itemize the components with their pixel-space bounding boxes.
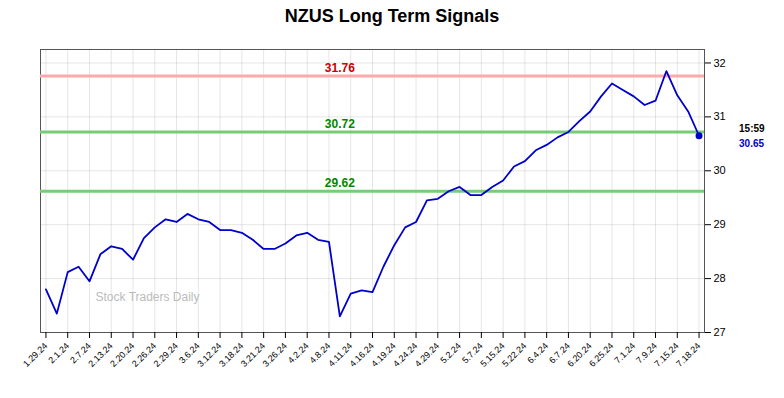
svg-text:5.15.24: 5.15.24 xyxy=(478,340,507,369)
svg-text:30.72: 30.72 xyxy=(325,117,355,131)
svg-text:2.20.24: 2.20.24 xyxy=(108,340,137,369)
svg-text:3.6.24: 3.6.24 xyxy=(177,340,202,366)
svg-text:7.9.24: 7.9.24 xyxy=(634,340,659,366)
svg-text:5.22.24: 5.22.24 xyxy=(500,341,528,369)
svg-text:4.2.24: 4.2.24 xyxy=(286,341,311,366)
svg-text:32: 32 xyxy=(714,56,726,68)
svg-text:2.7.24: 2.7.24 xyxy=(68,340,93,366)
svg-text:4.24.24: 4.24.24 xyxy=(391,340,420,369)
svg-text:2.26.24: 2.26.24 xyxy=(129,340,159,369)
svg-text:29: 29 xyxy=(714,218,726,230)
svg-text:27: 27 xyxy=(714,326,726,338)
svg-text:1.29.24: 1.29.24 xyxy=(21,341,49,369)
svg-text:3.21.24: 3.21.24 xyxy=(238,340,268,369)
svg-text:6.20.24: 6.20.24 xyxy=(565,340,594,369)
svg-text:2.13.24: 2.13.24 xyxy=(86,340,115,369)
svg-text:7.1.24: 7.1.24 xyxy=(612,341,637,366)
svg-text:29.62: 29.62 xyxy=(325,176,355,190)
svg-text:15:59: 15:59 xyxy=(739,123,765,134)
svg-text:4.11.24: 4.11.24 xyxy=(326,340,355,369)
svg-text:7.15.24: 7.15.24 xyxy=(652,340,681,369)
svg-text:Stock Traders Daily: Stock Traders Daily xyxy=(96,290,200,304)
svg-text:3.18.24: 3.18.24 xyxy=(217,340,246,369)
svg-text:6.7.24: 6.7.24 xyxy=(547,340,572,366)
svg-text:31: 31 xyxy=(714,110,726,122)
svg-text:2.29.24: 2.29.24 xyxy=(152,341,180,369)
svg-text:5.7.24: 5.7.24 xyxy=(460,340,485,366)
svg-text:5.2.24: 5.2.24 xyxy=(438,341,463,366)
svg-text:6.4.24: 6.4.24 xyxy=(525,341,550,366)
svg-text:4.16.24: 4.16.24 xyxy=(347,340,376,369)
svg-text:3.12.24: 3.12.24 xyxy=(195,340,224,369)
svg-text:4.19.24: 4.19.24 xyxy=(369,340,398,369)
svg-text:2.1.24: 2.1.24 xyxy=(46,341,71,366)
svg-text:30.65: 30.65 xyxy=(739,138,764,149)
svg-text:6.25.24: 6.25.24 xyxy=(587,341,615,369)
svg-text:28: 28 xyxy=(714,272,726,284)
svg-text:3.26.24: 3.26.24 xyxy=(261,341,289,369)
svg-text:7.18.24: 7.18.24 xyxy=(674,341,702,369)
svg-text:30: 30 xyxy=(714,164,726,176)
html-text:NZUS Long Term Signals: NZUS Long Term Signals xyxy=(284,6,500,26)
svg-text:4.29.24: 4.29.24 xyxy=(413,341,441,369)
svg-text:4.8.24: 4.8.24 xyxy=(307,340,333,366)
svg-text:31.76: 31.76 xyxy=(325,61,355,75)
